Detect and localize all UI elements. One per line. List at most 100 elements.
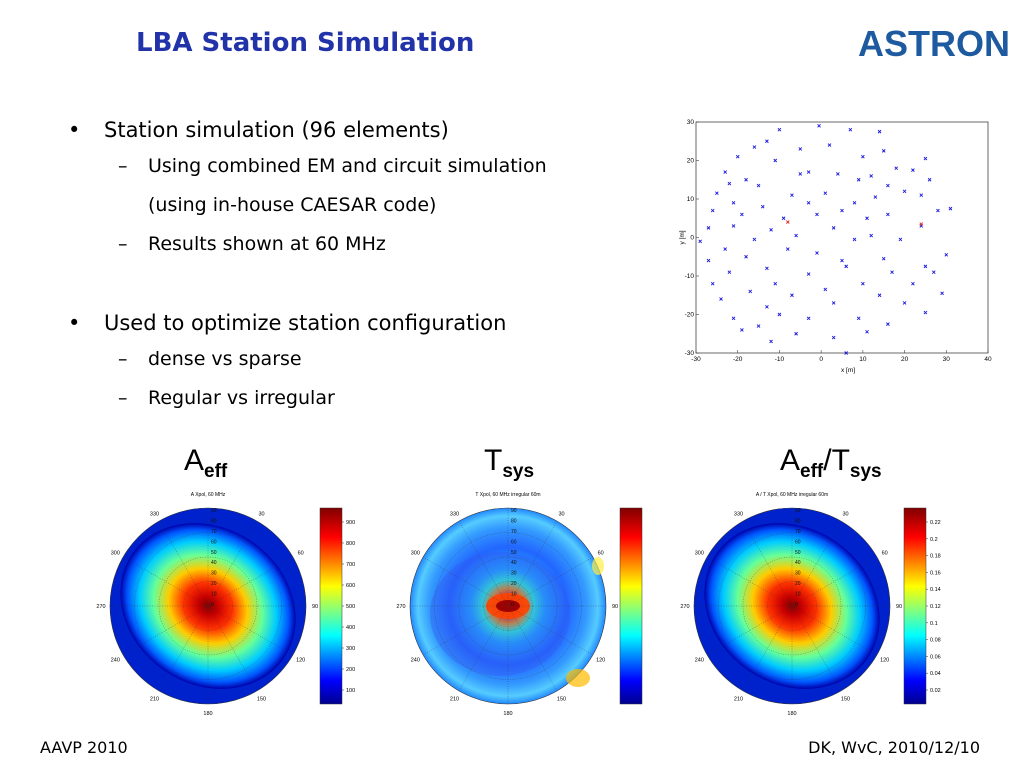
scatter-point	[911, 168, 915, 172]
scatter-point	[890, 270, 894, 274]
scatter-point	[731, 224, 736, 228]
polar-plot-aeff: A Xpol, 60 MHz 30 60 90 120 150 180 210 240 270 30…	[96, 492, 355, 717]
scatter-point	[710, 281, 715, 286]
polar-radial-label: 20	[795, 581, 801, 587]
x-tick-label: 40	[984, 356, 992, 363]
colorbar-label: 0.02	[930, 688, 941, 694]
colorbar-label: 0.08	[930, 638, 941, 644]
x-tick-label: 30	[943, 356, 951, 363]
y-tick-label: -30	[685, 350, 695, 357]
polar-radial-label: 0	[795, 602, 798, 608]
sub-bullet-dash: –	[118, 155, 128, 177]
y-tick-label: 10	[687, 196, 695, 203]
polar-small-title: T Xpol, 60 MHz irregular 60m	[475, 492, 540, 498]
polar-grid-ring	[767, 581, 817, 631]
scatter-point	[806, 170, 811, 174]
polar-angle-label: 300	[411, 551, 420, 557]
sub-bullet-item: – Regular vs irregular	[64, 379, 644, 418]
polar-angle-label: 150	[841, 697, 850, 703]
colorbar-label: 600	[346, 583, 355, 589]
scatter-point	[902, 189, 907, 194]
scatter-point	[831, 301, 836, 305]
polar-radial-label: 70	[211, 529, 217, 535]
scatter-point	[823, 191, 828, 196]
sub-bullet-item: – dense vs sparse	[64, 340, 644, 379]
bullet-list: • Station simulation (96 elements) – Usi…	[64, 115, 644, 418]
sub-bullet-dash: –	[118, 348, 128, 370]
polar-radial-label: 70	[795, 529, 801, 535]
colorbar-label: 900	[346, 520, 355, 526]
polar-radial-label: 0	[511, 602, 514, 608]
colorbar	[619, 507, 643, 705]
sub-bullet-text: Regular vs irregular	[148, 387, 335, 409]
polar-angle-label: 90	[896, 604, 902, 610]
scatter-point	[869, 174, 874, 178]
scatter-point	[852, 201, 857, 205]
polar-radial-label: 50	[795, 550, 801, 556]
scatter-point	[881, 256, 886, 261]
polar-radial-label: 60	[795, 539, 801, 545]
y-axis-label: y [m]	[679, 230, 686, 244]
scatter-point	[844, 264, 848, 269]
scatter-point	[719, 297, 723, 301]
scatter-point	[865, 216, 869, 221]
polar-radial-label: 10	[511, 592, 517, 598]
bullet-text: Used to optimize station configuration	[104, 311, 507, 335]
scatter-point	[760, 204, 765, 209]
scatter-point	[848, 127, 853, 132]
scatter-point	[919, 193, 924, 197]
scatter-point	[765, 139, 769, 144]
scatter-point	[756, 324, 761, 328]
scatter-point	[923, 264, 928, 269]
polar-angle-label: 270	[396, 604, 405, 610]
sub-bullet-dash: –	[118, 233, 128, 255]
polar-radial-label: 40	[795, 560, 801, 566]
scatter-point	[698, 239, 702, 244]
scatter-point	[806, 201, 811, 205]
scatter-point	[877, 129, 882, 134]
colorbar-label: 700	[346, 562, 355, 568]
polar-angle-label: 150	[557, 697, 566, 703]
polar-radial-label: 50	[511, 550, 517, 556]
polar-angle-label: 120	[596, 658, 605, 664]
polar-radial-label: 80	[795, 518, 801, 524]
scatter-point	[886, 322, 890, 326]
polar-angle-label: 330	[150, 511, 159, 517]
scatter-point	[773, 281, 778, 286]
scatter-point	[752, 145, 757, 149]
scatter-point	[944, 253, 949, 257]
polar-plot-ratio: A / T Xpol, 60 MHz irregular 60m 30 60 90 12…	[680, 492, 941, 717]
polar-radial-label: 30	[211, 571, 217, 577]
scatter-point	[798, 147, 803, 151]
polar-angle-label: 90	[612, 604, 618, 610]
scatter-point	[777, 127, 782, 132]
polar-radial-label: 80	[211, 518, 217, 524]
polar-angle-label: 30	[842, 511, 848, 517]
scatter-point	[881, 149, 886, 153]
sub-bullet-text: Using combined EM and circuit simulation	[148, 155, 547, 177]
polar-angle-label: 30	[558, 511, 564, 517]
polar-small-title: A / T Xpol, 60 MHz irregular 60m	[756, 492, 828, 498]
x-axis-label: x [m]	[841, 367, 855, 374]
polar-angle-label: 60	[298, 551, 304, 557]
colorbar-label: 200	[346, 667, 355, 673]
polar-radial-label: 90	[795, 508, 801, 514]
colorbar-label: 0.16	[930, 570, 941, 576]
footer-left: AAVP 2010	[40, 738, 128, 757]
scatter-point	[831, 335, 836, 340]
bullet-dot: •	[68, 311, 81, 335]
colorbar-label: 0.14	[930, 587, 941, 593]
colorbar-label: 800	[346, 541, 355, 547]
scatter-point	[794, 331, 798, 336]
polar-angle-label: 330	[734, 511, 743, 517]
scatter-point	[923, 156, 928, 161]
polar-radial-label: 90	[511, 508, 517, 514]
polar-radial-label: 30	[511, 571, 517, 577]
polar-angle-label: 90	[312, 604, 318, 610]
scatter-point	[748, 289, 753, 294]
scatter-point	[894, 166, 899, 171]
polar-radial-label: 60	[211, 539, 217, 545]
scatter-point	[815, 212, 819, 217]
scatter-point	[931, 270, 936, 274]
polar-angle-label: 300	[695, 551, 704, 557]
